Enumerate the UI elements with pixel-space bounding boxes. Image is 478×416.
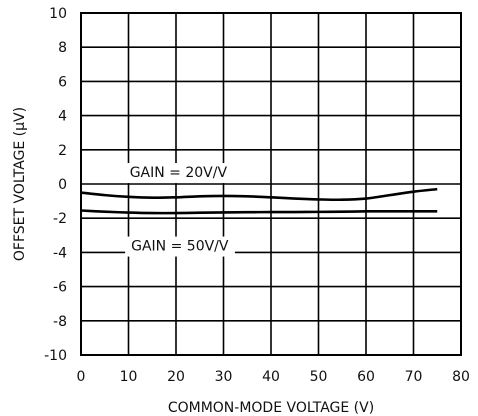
- y-tick-label: -10: [44, 348, 67, 364]
- series-lines: [80, 187, 438, 215]
- x-axis-title: COMMON-MODE VOLTAGE (V): [168, 400, 374, 416]
- y-axis-title: OFFSET VOLTAGE (µV): [12, 107, 28, 261]
- y-tick-label: 4: [58, 109, 67, 125]
- y-tick-label: 6: [58, 74, 67, 90]
- x-tick-label: 30: [215, 369, 233, 385]
- y-tick-label: 10: [49, 6, 67, 22]
- y-tick-label: 0: [58, 177, 67, 193]
- y-tick-label: -2: [53, 211, 67, 227]
- annotation-background: [123, 163, 234, 184]
- series-line-gain-20: [80, 187, 438, 202]
- x-tick-label: 80: [452, 369, 470, 385]
- x-tick-label: 70: [405, 369, 423, 385]
- x-tick-label: 10: [120, 369, 138, 385]
- annotation-gain-20: GAIN = 20V/V: [130, 165, 228, 181]
- annotations: GAIN = 20V/V GAIN = 50V/V: [123, 163, 235, 257]
- y-tick-label: -4: [53, 245, 67, 261]
- x-tick-label: 0: [77, 369, 86, 385]
- grid: [80, 12, 462, 356]
- y-tick-label: -6: [53, 280, 67, 296]
- annotation-gain-50: GAIN = 50V/V: [131, 239, 229, 255]
- y-tick-label: 2: [58, 143, 67, 159]
- plot-frame: [80, 12, 462, 356]
- x-tick-label: 50: [310, 369, 328, 385]
- series-line-gain-50: [80, 209, 438, 215]
- x-tick-label: 40: [262, 369, 280, 385]
- y-tick-label: 8: [58, 40, 67, 56]
- y-tick-label: -8: [53, 314, 67, 330]
- annotation-background: [125, 236, 235, 257]
- x-tick-label: 60: [357, 369, 375, 385]
- tick-labels: 0 10 20 30 40 50 60 70 80 -10 -8 -6 -4 -2 0 2 4 6 8 10: [44, 6, 470, 385]
- x-tick-label: 20: [167, 369, 185, 385]
